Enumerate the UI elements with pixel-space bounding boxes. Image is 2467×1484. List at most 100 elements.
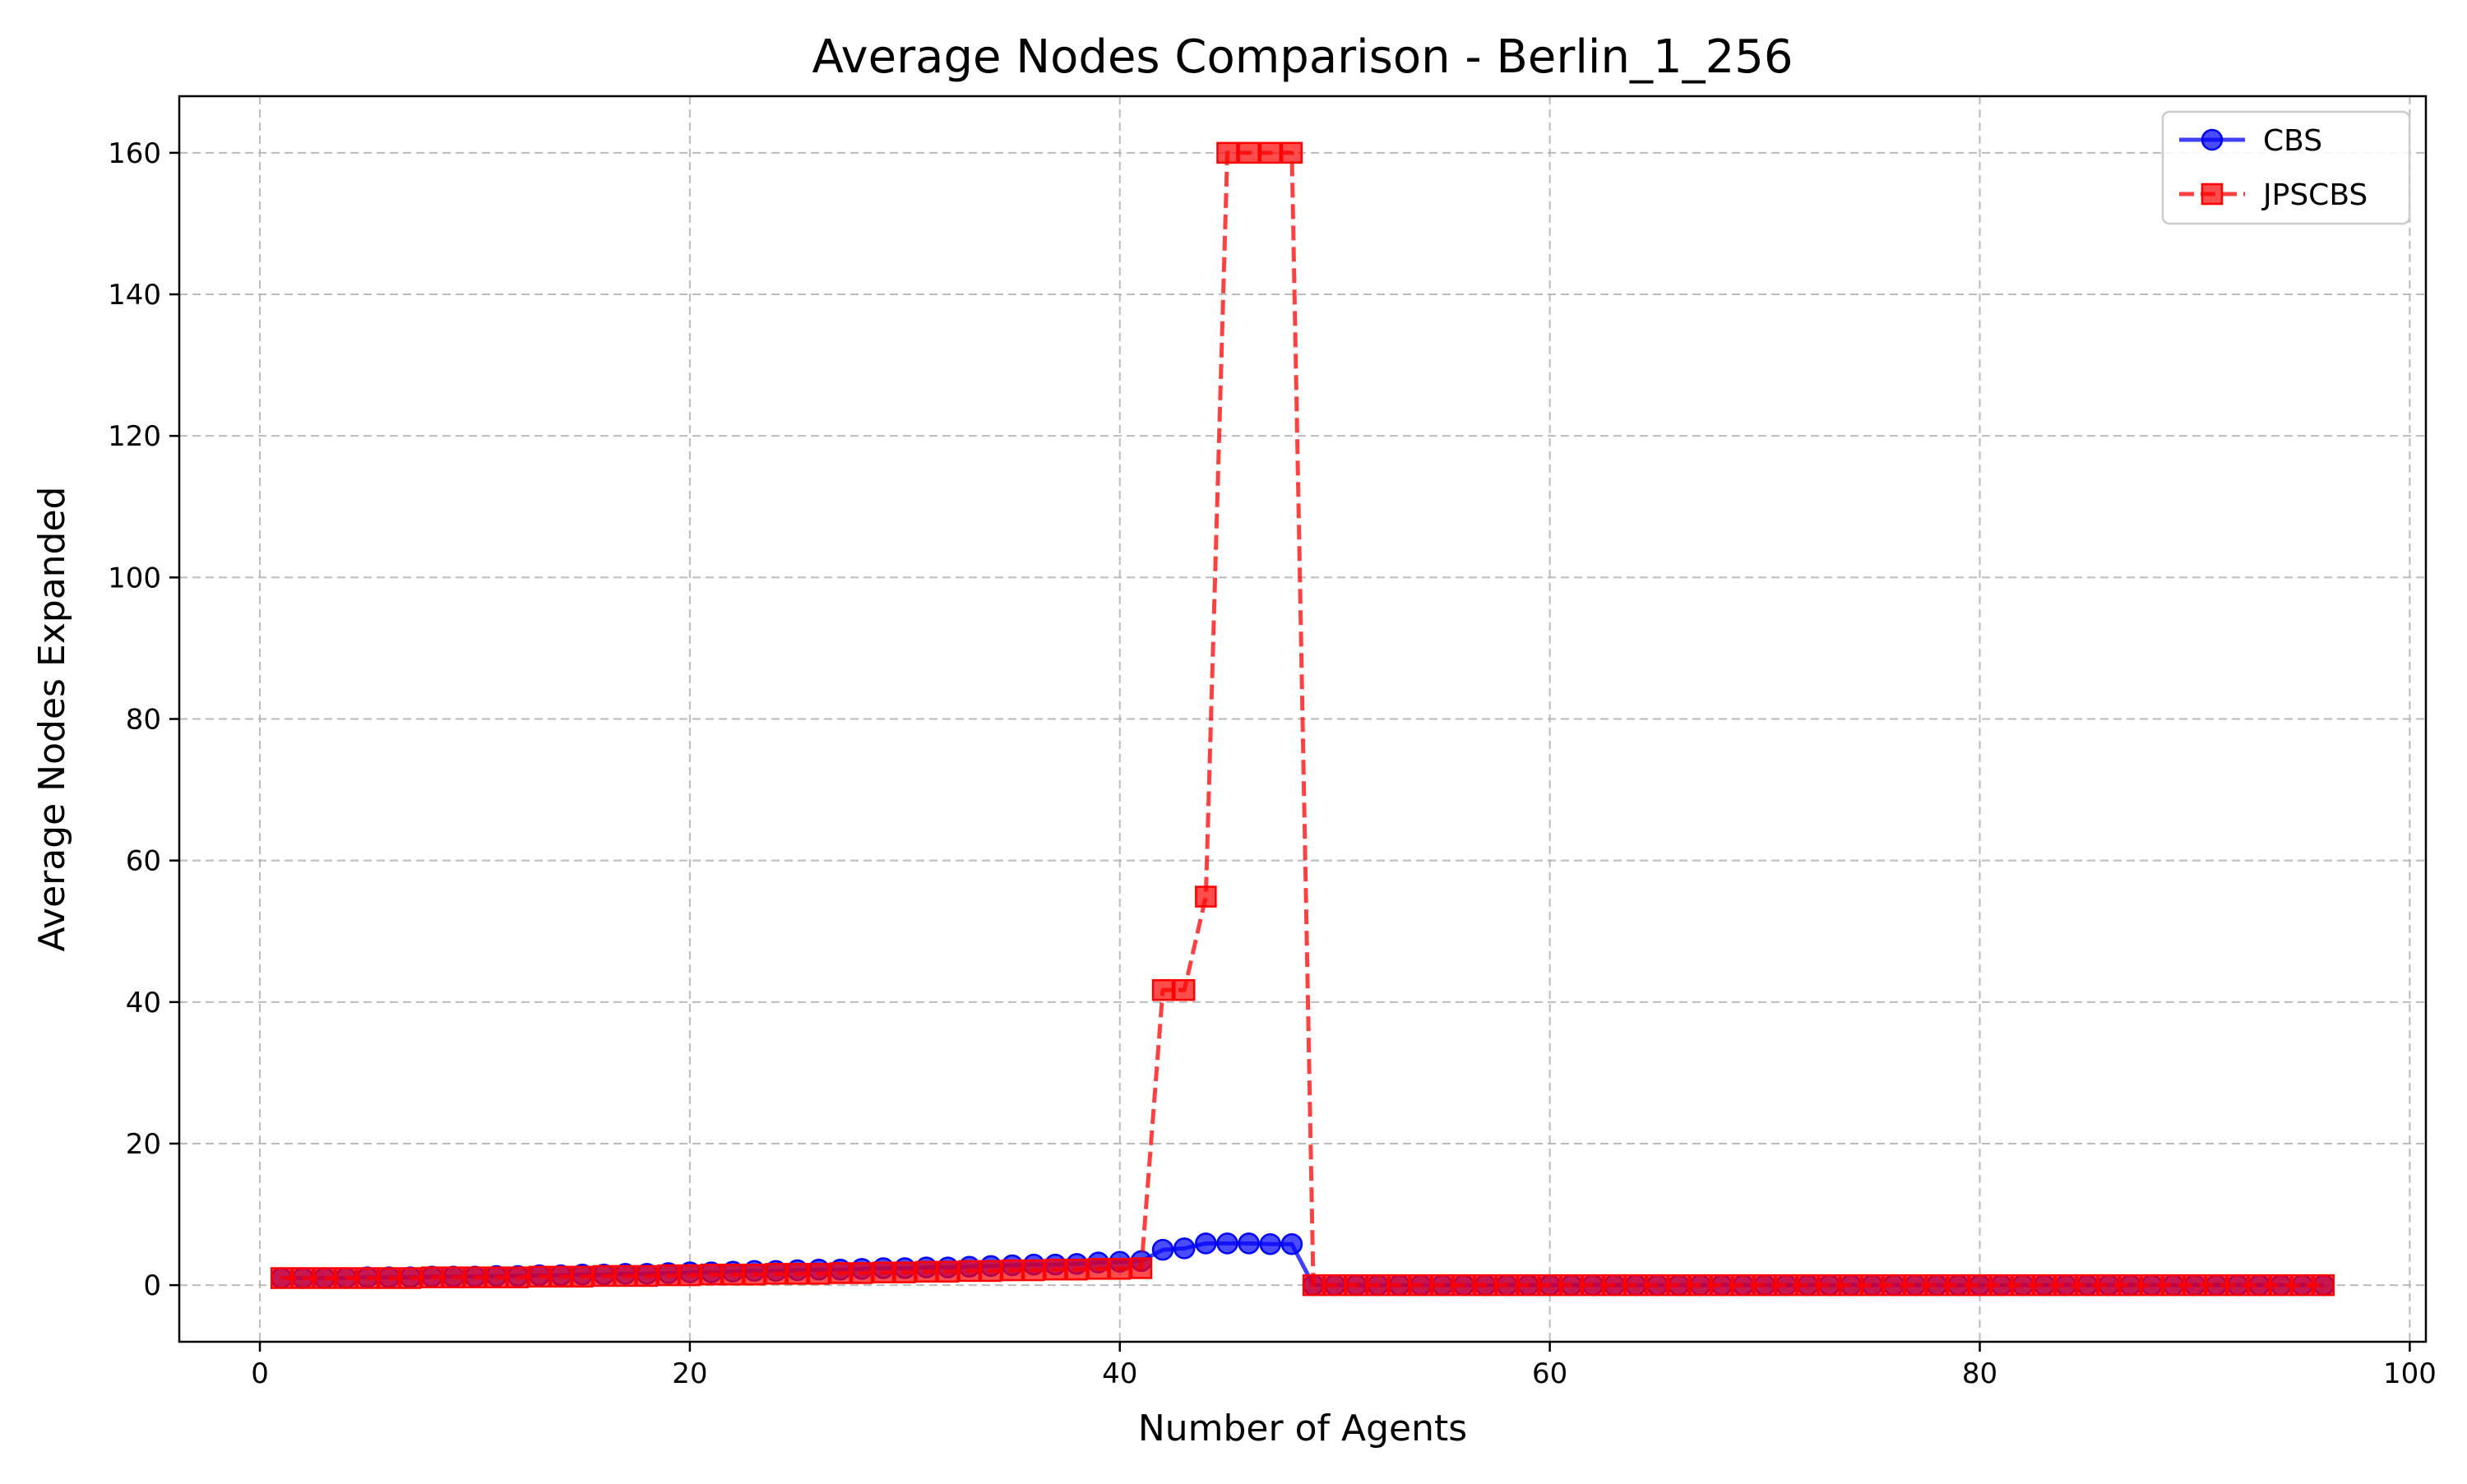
data-point	[1216, 141, 1238, 164]
data-point	[1238, 141, 1260, 164]
data-point	[1517, 1274, 1539, 1297]
data-point	[1109, 1258, 1132, 1280]
data-point	[313, 1267, 336, 1289]
data-point	[2076, 1274, 2099, 1297]
data-point	[2011, 1274, 2034, 1297]
data-point	[1904, 1274, 1927, 1297]
data-point	[464, 1266, 486, 1288]
series-jpscbs	[270, 141, 2335, 1297]
axis-ticks: 0 20 40 60 80 100 0 20 40 60 80 100 120 140 160	[108, 137, 2437, 1390]
data-point	[549, 1265, 572, 1288]
data-point	[808, 1263, 831, 1285]
data-point	[1431, 1274, 1454, 1297]
data-point	[1624, 1274, 1647, 1297]
data-point	[1367, 1274, 1389, 1297]
x-tick-label: 20	[672, 1357, 707, 1390]
data-point	[1732, 1274, 1755, 1297]
y-tick-label: 80	[126, 704, 161, 737]
data-point	[2226, 1274, 2249, 1297]
chart-title: Average Nodes Comparison - Berlin_1_256	[812, 30, 1793, 84]
data-point	[2270, 1274, 2292, 1297]
data-point	[1173, 1237, 1196, 1260]
y-tick-label: 40	[126, 987, 161, 1019]
series-line	[281, 150, 2324, 1288]
legend-entry-jpscbs: JPSCBS	[2179, 178, 2367, 212]
data-point	[1753, 1274, 1776, 1297]
legend-marker	[2201, 183, 2224, 206]
y-tick-label: 160	[108, 137, 161, 170]
data-point	[1775, 1274, 1798, 1297]
data-point	[1603, 1274, 1626, 1297]
data-point	[678, 1264, 701, 1287]
data-point	[915, 1260, 937, 1283]
data-point	[1840, 1274, 1862, 1297]
data-point	[1818, 1274, 1840, 1297]
data-point	[420, 1266, 443, 1288]
data-point	[1990, 1274, 2012, 1297]
data-point	[1925, 1274, 1948, 1297]
x-tick-label: 100	[2383, 1357, 2437, 1390]
legend-marker	[2201, 128, 2224, 151]
data-point	[1539, 1274, 1561, 1297]
data-point	[2033, 1274, 2056, 1297]
legend-label: JPSCBS	[2261, 178, 2367, 212]
data-point	[399, 1267, 422, 1289]
data-point	[1044, 1258, 1067, 1281]
data-point	[765, 1263, 787, 1285]
data-point	[721, 1263, 744, 1286]
data-point	[1001, 1259, 1024, 1282]
data-point	[937, 1260, 959, 1283]
data-point	[1259, 141, 1282, 164]
data-point	[2054, 1274, 2077, 1297]
data-point	[2098, 1274, 2120, 1297]
data-point	[1969, 1274, 1991, 1297]
data-point	[1238, 1232, 1260, 1255]
data-point	[528, 1265, 551, 1288]
data-point	[1581, 1274, 1604, 1297]
data-point	[2205, 1274, 2228, 1297]
data-point	[1280, 1232, 1303, 1255]
data-point	[1882, 1274, 1905, 1297]
data-point	[1345, 1274, 1368, 1297]
data-point	[2162, 1274, 2185, 1297]
y-tick-label: 120	[108, 420, 161, 453]
data-point	[1259, 1232, 1282, 1255]
data-point	[593, 1264, 615, 1288]
data-point	[1323, 1274, 1346, 1297]
series-layer	[270, 141, 2335, 1297]
data-point	[636, 1264, 658, 1288]
data-point	[1496, 1274, 1518, 1297]
x-tick-label: 80	[1962, 1357, 1997, 1390]
data-point	[1195, 1232, 1217, 1255]
data-point	[614, 1264, 636, 1288]
x-tick-label: 40	[1102, 1357, 1137, 1390]
data-point	[829, 1262, 852, 1284]
x-axis-label: Number of Agents	[1138, 1408, 1467, 1449]
data-point	[292, 1267, 314, 1289]
x-tick-label: 0	[251, 1357, 269, 1390]
data-point	[2183, 1274, 2206, 1297]
data-point	[1151, 978, 1174, 1001]
data-point	[377, 1267, 400, 1289]
data-point	[700, 1263, 723, 1286]
y-tick-label: 140	[108, 279, 161, 312]
data-point	[786, 1263, 808, 1285]
data-point	[571, 1265, 594, 1288]
data-point	[1474, 1274, 1497, 1297]
data-point	[270, 1267, 293, 1289]
data-point	[442, 1266, 465, 1288]
data-point	[2312, 1274, 2335, 1297]
data-point	[2141, 1274, 2163, 1297]
data-point	[2119, 1274, 2141, 1297]
data-point	[1452, 1274, 1475, 1297]
data-point	[1388, 1274, 1410, 1297]
data-point	[1302, 1274, 1325, 1297]
legend-entry-cbs: CBS	[2179, 124, 2322, 158]
legend-label: CBS	[2263, 124, 2322, 158]
data-point	[1861, 1274, 1884, 1297]
data-point	[1130, 1257, 1153, 1279]
y-tick-label: 20	[126, 1128, 161, 1161]
data-point	[657, 1264, 680, 1287]
data-point	[1195, 885, 1217, 908]
